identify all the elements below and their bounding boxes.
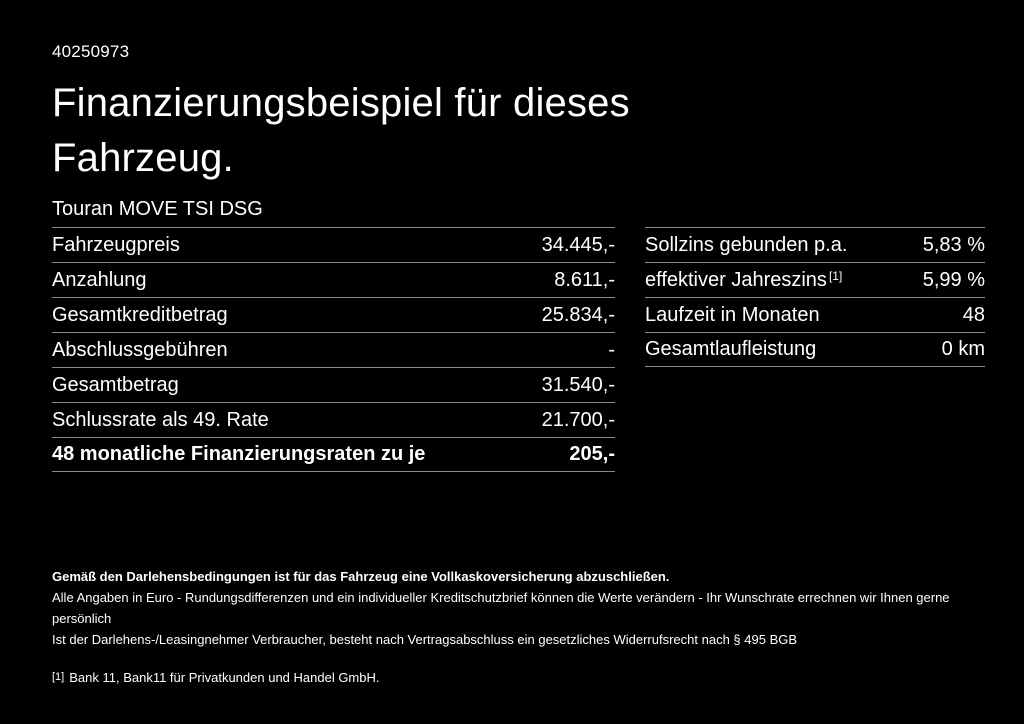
row-label: Abschlussgebühren xyxy=(52,338,228,361)
row-value: 31.540,- xyxy=(541,373,615,396)
row-value: 205,- xyxy=(569,443,615,465)
row-value: 25.834,- xyxy=(541,303,615,326)
row-value: 34.445,- xyxy=(541,233,615,256)
row-value: 21.700,- xyxy=(541,408,615,431)
row-label: 48 monatliche Finanzierungsraten zu je xyxy=(52,443,426,465)
row-value: 48 xyxy=(962,303,985,326)
page-title: Finanzierungsbeispiel für dieses Fahrzeug… xyxy=(52,76,630,186)
row-label: Laufzeit in Monaten xyxy=(645,303,820,326)
page-title-line1: Finanzierungsbeispiel für dieses xyxy=(52,81,630,125)
table-row: Laufzeit in Monaten 48 xyxy=(645,297,985,332)
disclaimer-bold-line: Gemäß den Darlehensbedingungen ist für d… xyxy=(52,569,670,584)
disclaimer-line-2: Alle Angaben in Euro - Rundungsdifferenz… xyxy=(52,590,950,626)
table-row: Schlussrate als 49. Rate 21.700,- xyxy=(52,402,615,437)
row-label: Fahrzeugpreis xyxy=(52,233,180,256)
table-row: effektiver Jahreszins [1] 5,99 % xyxy=(645,262,985,297)
row-label: Schlussrate als 49. Rate xyxy=(52,408,269,431)
document-id: 40250973 xyxy=(52,42,130,61)
row-value: 5,83 % xyxy=(922,233,985,256)
row-value: 5,99 % xyxy=(922,268,985,291)
row-value: 0 km xyxy=(941,338,985,360)
table-row: Anzahlung 8.611,- xyxy=(52,262,615,297)
vehicle-model-name: Touran MOVE TSI DSG xyxy=(52,198,263,220)
interest-terms-table: Sollzins gebunden p.a. 5,83 % effektiver J… xyxy=(645,227,985,367)
footnote-ref: [1] xyxy=(828,268,843,283)
footnote-marker: [1] xyxy=(52,671,65,683)
table-row: 48 monatliche Finanzierungsraten zu je 20… xyxy=(52,437,615,472)
row-value: - xyxy=(608,338,615,361)
page-title-line2: Fahrzeug. xyxy=(52,136,234,180)
row-label: Sollzins gebunden p.a. xyxy=(645,233,848,256)
table-row: Fahrzeugpreis 34.445,- xyxy=(52,227,615,262)
disclaimer-section: Gemäß den Darlehensbedingungen ist für d… xyxy=(52,566,984,688)
row-label: effektiver Jahreszins [1] xyxy=(645,268,843,291)
table-row: Gesamtlaufleistung 0 km xyxy=(645,332,985,367)
table-row: Abschlussgebühren - xyxy=(52,332,615,367)
disclaimer-line-3: Ist der Darlehens-/Leasingnehmer Verbrau… xyxy=(52,632,798,647)
footnote-text: Bank 11, Bank11 für Privatkunden und Han… xyxy=(69,670,380,685)
row-value: 8.611,- xyxy=(554,268,615,291)
footnote: [1] Bank 11, Bank11 für Privatkunden und … xyxy=(52,667,984,688)
row-label: Anzahlung xyxy=(52,268,147,291)
table-row: Sollzins gebunden p.a. 5,83 % xyxy=(645,227,985,262)
row-label: Gesamtbetrag xyxy=(52,373,179,396)
financing-details-table: Fahrzeugpreis 34.445,- Anzahlung 8.611,- Ges… xyxy=(52,227,615,472)
row-label: Gesamtkreditbetrag xyxy=(52,303,228,326)
table-row: Gesamtkreditbetrag 25.834,- xyxy=(52,297,615,332)
row-label: Gesamtlaufleistung xyxy=(645,338,817,360)
table-row: Gesamtbetrag 31.540,- xyxy=(52,367,615,402)
